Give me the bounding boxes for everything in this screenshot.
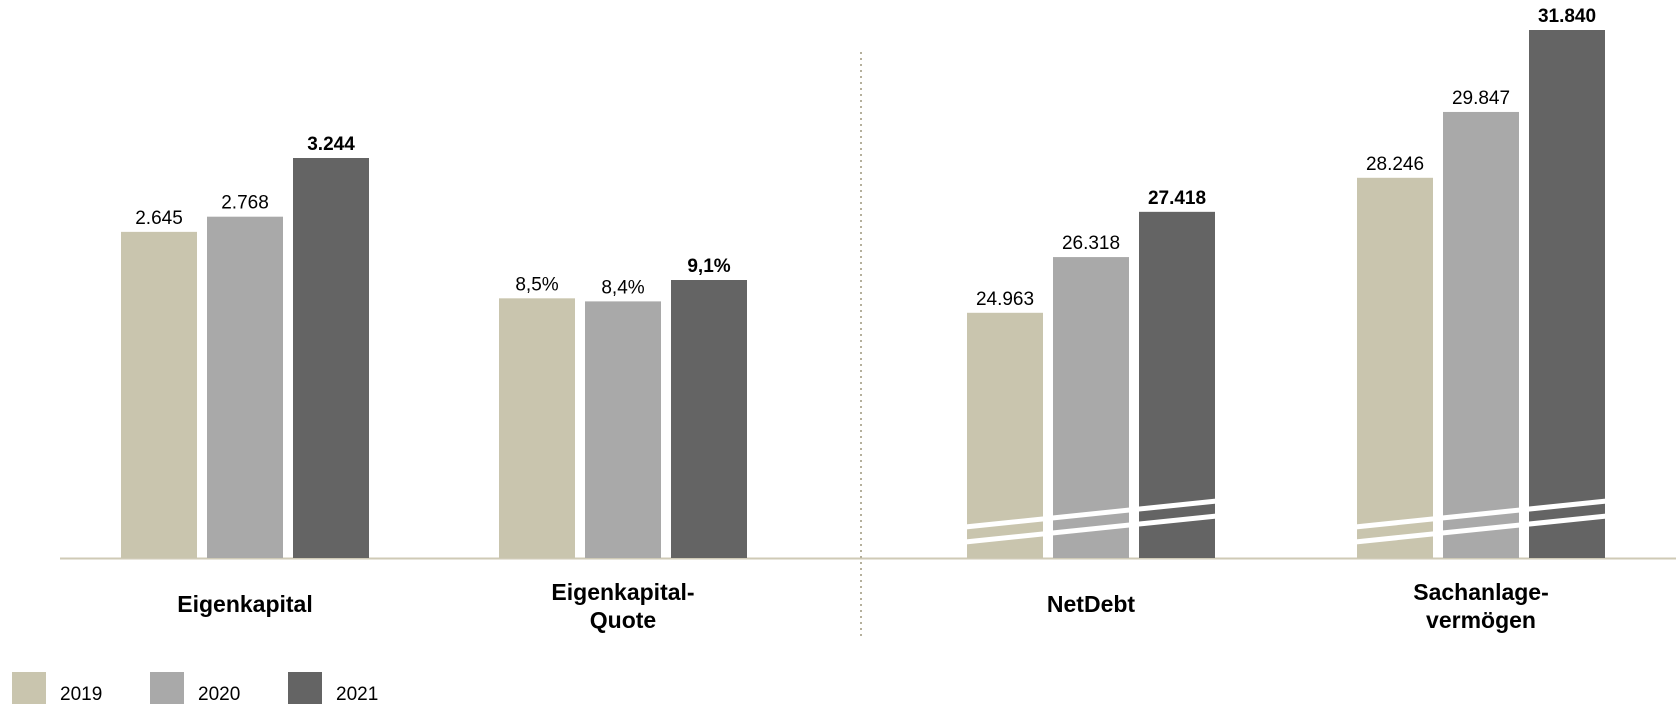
category-label: Quote bbox=[590, 607, 656, 633]
value-label: 29.847 bbox=[1452, 88, 1510, 109]
bar-4-2019 bbox=[1357, 177, 1433, 558]
category-label: Eigenkapital- bbox=[551, 579, 694, 605]
legend-swatch-2020 bbox=[150, 672, 184, 704]
legend-label: 2020 bbox=[198, 684, 240, 704]
axis-break-mark bbox=[1354, 513, 1608, 545]
bar-2-2021 bbox=[671, 280, 747, 558]
bar-1-2019 bbox=[121, 231, 197, 558]
value-label: 27.418 bbox=[1148, 188, 1206, 209]
legend: 2019 2020 2021 bbox=[12, 672, 378, 704]
bar-4-2021 bbox=[1529, 30, 1605, 558]
category-label: Sachanlage- bbox=[1413, 579, 1549, 605]
axis-break-mark bbox=[964, 513, 1218, 545]
value-label: 31.840 bbox=[1538, 6, 1596, 27]
category-label: Eigenkapital bbox=[177, 591, 312, 617]
legend-swatch-2021 bbox=[288, 672, 322, 704]
legend-label: 2021 bbox=[336, 684, 378, 704]
legend-swatch-2019 bbox=[12, 672, 46, 704]
axis-break-mark bbox=[1354, 498, 1608, 530]
bar-3-2019 bbox=[967, 312, 1043, 558]
bars-layer bbox=[121, 30, 1605, 559]
value-label: 2.768 bbox=[221, 193, 269, 214]
category-label: vermögen bbox=[1426, 607, 1536, 633]
value-label: 9,1% bbox=[687, 256, 730, 277]
bar-4-2020 bbox=[1443, 111, 1519, 558]
bar-1-2021 bbox=[293, 158, 369, 558]
value-labels-layer: 2.645 2.768 3.244 8,5% 8,4% 9,1% 24.963 26.318 2… bbox=[135, 6, 1596, 310]
bar-2-2020 bbox=[585, 301, 661, 558]
bar-2-2019 bbox=[499, 298, 575, 558]
value-label: 28.246 bbox=[1366, 154, 1424, 175]
bar-3-2020 bbox=[1053, 257, 1129, 558]
value-label: 24.963 bbox=[976, 289, 1034, 310]
legend-label: 2019 bbox=[60, 684, 102, 704]
axis-break-mark bbox=[964, 498, 1218, 530]
value-label: 2.645 bbox=[135, 208, 183, 229]
axis-break-layer bbox=[964, 498, 1608, 545]
value-label: 3.244 bbox=[307, 134, 355, 155]
value-label: 26.318 bbox=[1062, 233, 1120, 254]
bar-1-2020 bbox=[207, 216, 283, 558]
value-label: 8,4% bbox=[601, 277, 644, 298]
value-label: 8,5% bbox=[515, 274, 558, 295]
category-labels-layer: Eigenkapital Eigenkapital-Quote NetDebt Sac… bbox=[177, 579, 1548, 633]
category-label: NetDebt bbox=[1047, 591, 1136, 617]
